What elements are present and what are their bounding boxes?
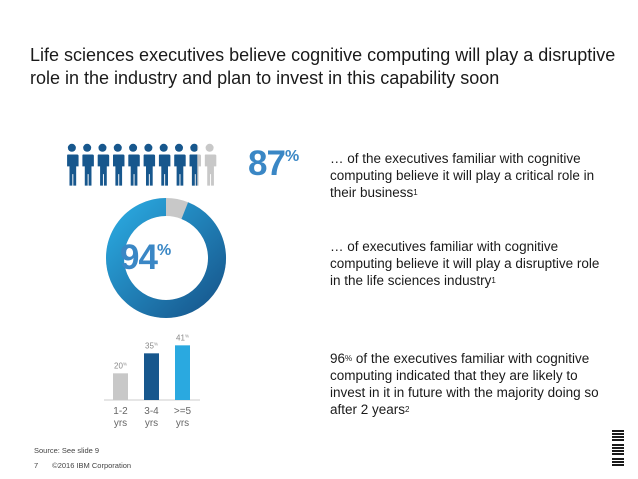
person-icon xyxy=(81,143,94,186)
investment-timing-bar-chart: 20% 1-2 yrs 35% 3-4 yrs 41% >=5 yrs xyxy=(104,333,200,429)
donut-value-arc xyxy=(106,198,226,318)
ibm-logo xyxy=(612,430,624,466)
person-icon xyxy=(97,143,110,186)
person-icon xyxy=(66,143,79,186)
stat-87-text: … of the executives familiar with cognit… xyxy=(330,151,595,200)
bar-value-label: 41% xyxy=(176,333,189,342)
bar xyxy=(144,353,159,400)
source-note: Source: See slide 9 xyxy=(34,446,100,455)
stat-87-value: 87% xyxy=(248,144,299,183)
person-icon xyxy=(127,143,140,186)
person-icon xyxy=(158,143,171,186)
person-icon xyxy=(173,143,186,186)
stat-94-value: 94% xyxy=(120,238,171,277)
page-number: 7 xyxy=(34,461,39,470)
person-icon xyxy=(112,143,125,186)
person-icon xyxy=(189,143,201,186)
copyright: ©2016 IBM Corporation xyxy=(52,461,132,470)
people-icon-row xyxy=(66,143,217,186)
bar-category-label: 1-2 yrs xyxy=(113,406,128,429)
person-icon xyxy=(204,143,217,186)
stat-94-text: … of executives familiar with cognitive … xyxy=(330,239,600,288)
bar-value-label: 20% xyxy=(114,361,127,370)
donut-chart xyxy=(106,198,226,318)
bar-category-label: 3-4 yrs xyxy=(144,406,159,429)
bar-value-label: 35% xyxy=(145,341,158,350)
slide-title: Life sciences executives believe cogniti… xyxy=(30,45,616,88)
stat-96-text: 96% of the executives familiar with cogn… xyxy=(330,351,599,417)
footer: 7 ©2016 IBM Corporation xyxy=(34,461,131,470)
bar xyxy=(175,345,190,400)
bar-category-label: >=5 yrs xyxy=(174,406,192,429)
person-icon xyxy=(143,143,156,186)
bar xyxy=(113,373,128,400)
